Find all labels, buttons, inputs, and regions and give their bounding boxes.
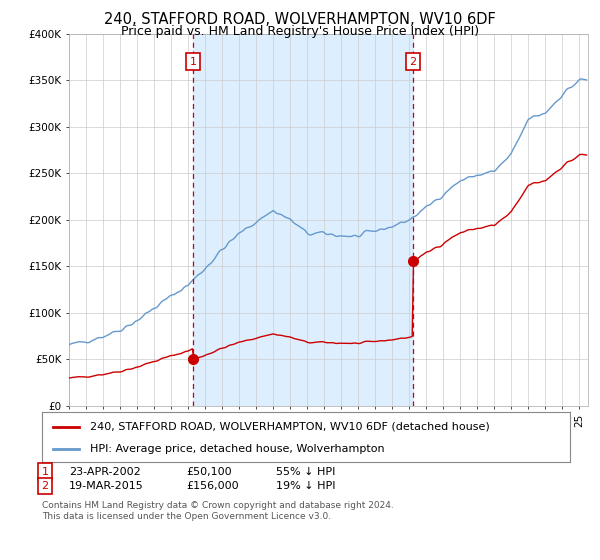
Text: 55% ↓ HPI: 55% ↓ HPI (276, 466, 335, 477)
Text: £50,100: £50,100 (186, 466, 232, 477)
Text: 19% ↓ HPI: 19% ↓ HPI (276, 481, 335, 491)
Text: 1: 1 (41, 466, 49, 477)
Text: 2: 2 (41, 481, 49, 491)
Text: 240, STAFFORD ROAD, WOLVERHAMPTON, WV10 6DF (detached house): 240, STAFFORD ROAD, WOLVERHAMPTON, WV10 … (89, 422, 489, 432)
Text: 1: 1 (190, 57, 197, 67)
Text: Contains HM Land Registry data © Crown copyright and database right 2024.
This d: Contains HM Land Registry data © Crown c… (42, 501, 394, 521)
Bar (193, 34, 413, 406)
Text: Price paid vs. HM Land Registry's House Price Index (HPI): Price paid vs. HM Land Registry's House … (121, 25, 479, 38)
Text: 2: 2 (409, 57, 416, 67)
Text: 23-APR-2002: 23-APR-2002 (69, 466, 141, 477)
Text: £156,000: £156,000 (186, 481, 239, 491)
Text: HPI: Average price, detached house, Wolverhampton: HPI: Average price, detached house, Wolv… (89, 445, 384, 454)
Text: 19-MAR-2015: 19-MAR-2015 (69, 481, 144, 491)
Text: 240, STAFFORD ROAD, WOLVERHAMPTON, WV10 6DF: 240, STAFFORD ROAD, WOLVERHAMPTON, WV10 … (104, 12, 496, 27)
